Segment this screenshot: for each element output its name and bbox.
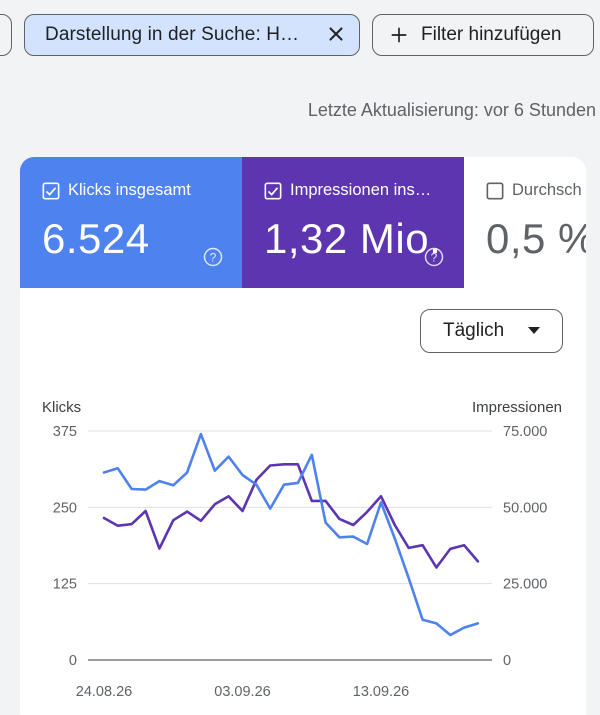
checkbox-checked-icon[interactable] (42, 182, 60, 200)
metric-label: Durchsch (512, 181, 582, 199)
metric-tab-impressions[interactable]: Impressionen ins… 1,32 Mio. ? (242, 157, 464, 288)
granularity-selected: Täglich (443, 320, 505, 341)
filter-chip-search-appearance[interactable]: Darstellung in der Suche: H… (24, 14, 360, 56)
filter-chip-label: Darstellung in der Suche: H… (45, 24, 300, 45)
metric-value: 1,32 Mio. (264, 215, 442, 262)
plus-icon (391, 27, 407, 43)
close-icon[interactable] (325, 23, 347, 45)
metric-value: 6.524 (42, 215, 150, 262)
checkbox-checked-icon[interactable] (264, 182, 282, 200)
metric-tabs: Klicks insgesamt 6.524 ? Impressionen in… (20, 157, 586, 288)
filter-chip-previous[interactable] (0, 14, 12, 56)
metric-value: 0,5 % (486, 215, 586, 262)
add-filter-button[interactable]: Filter hinzufügen (372, 14, 594, 56)
caret-down-icon (528, 327, 540, 334)
svg-text:?: ? (431, 251, 438, 265)
granularity-select[interactable]: Täglich (420, 309, 563, 353)
help-icon[interactable]: ? (203, 247, 223, 267)
add-filter-label: Filter hinzufügen (421, 24, 562, 45)
help-icon[interactable]: ? (424, 247, 444, 267)
metric-label: Klicks insgesamt (68, 181, 191, 199)
checkbox-empty-icon[interactable] (486, 182, 504, 200)
svg-text:?: ? (210, 251, 217, 265)
metric-tab-ctr[interactable]: Durchsch 0,5 % (464, 157, 586, 288)
metric-tab-clicks[interactable]: Klicks insgesamt 6.524 ? (20, 157, 242, 288)
metric-label: Impressionen ins… (290, 181, 432, 199)
performance-card: Klicks insgesamt 6.524 ? Impressionen in… (20, 157, 586, 715)
last-update-text: Letzte Aktualisierung: vor 6 Stunden (307, 100, 596, 120)
